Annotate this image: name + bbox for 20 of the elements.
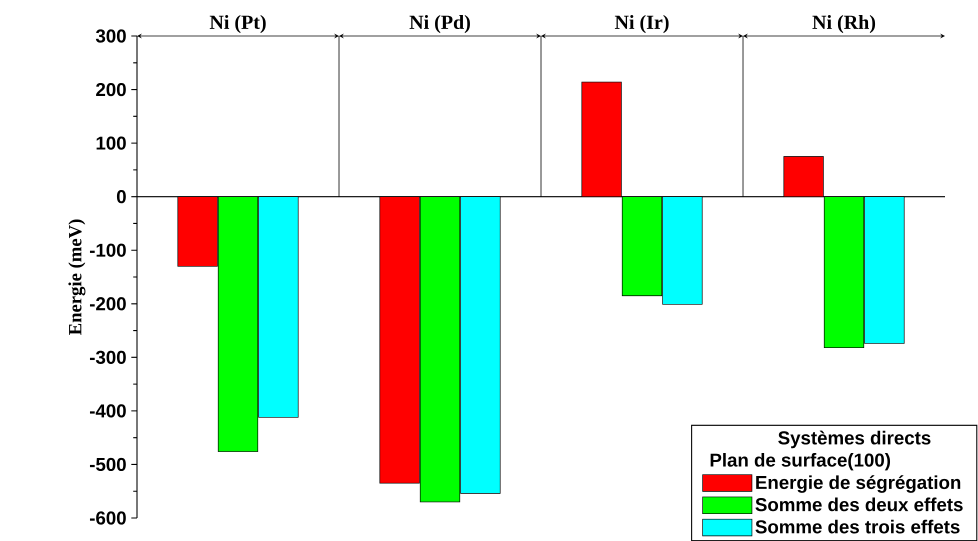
x-tick-label: Ni (Pt): [210, 14, 266, 34]
y-tick-label: 100: [96, 136, 126, 150]
y-tick-label: -600: [90, 511, 126, 525]
legend-title: Systèmes directs: [778, 430, 930, 448]
y-tick-label: -100: [90, 244, 126, 257]
y-tick-label: -500: [90, 458, 126, 471]
legend-label: Somme des trois effets: [755, 520, 960, 534]
x-tick-label: Ni (Ir): [614, 14, 669, 34]
x-tick-label: Ni (Pd): [410, 14, 470, 34]
x-tick-label: Ni (Rh): [812, 14, 876, 34]
y-tick-label: -300: [90, 350, 126, 364]
y-tick-label: 0: [116, 190, 126, 204]
annotation: Plan de surface(100): [710, 452, 890, 470]
y-tick-label: 300: [96, 29, 126, 43]
legend-label: Somme des deux effets: [755, 497, 963, 512]
y-axis-title: Energie (meV): [68, 219, 86, 335]
legend-label: Energie de ségrégation: [756, 475, 960, 493]
y-tick-label: 200: [96, 82, 126, 96]
y-tick-label: -200: [90, 297, 126, 310]
y-tick-label: -400: [90, 404, 126, 418]
